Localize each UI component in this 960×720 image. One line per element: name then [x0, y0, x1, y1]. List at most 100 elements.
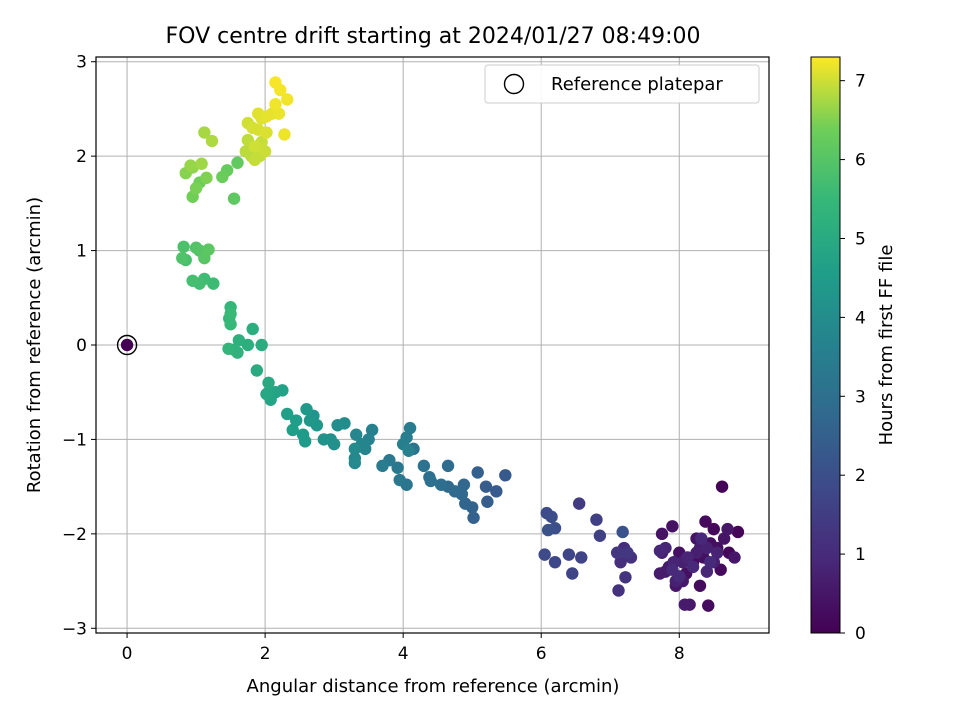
data-point — [700, 541, 714, 555]
legend-label: Reference platepar — [551, 74, 723, 95]
data-point — [441, 459, 455, 473]
data-point — [272, 107, 286, 120]
data-point — [678, 598, 691, 611]
data-point — [702, 599, 715, 612]
data-point — [177, 240, 190, 253]
data-point — [365, 423, 379, 437]
data-point — [715, 480, 729, 493]
data-point — [717, 532, 731, 545]
data-point — [707, 522, 720, 536]
data-point — [231, 156, 244, 169]
data-point — [269, 98, 282, 111]
data-point — [610, 546, 624, 559]
data-point — [176, 251, 189, 265]
data-point — [704, 555, 717, 569]
data-point — [693, 579, 707, 592]
x-axis-ticks: 0 2 4 6 8 — [122, 633, 685, 664]
data-point — [317, 433, 330, 446]
data-point — [479, 480, 493, 493]
reference-layer — [116, 334, 138, 356]
data-point — [545, 510, 558, 524]
colorbar-gradient — [810, 56, 841, 634]
x-tick-label: 0 — [122, 644, 133, 664]
data-point — [424, 474, 437, 488]
data-point — [216, 170, 229, 184]
data-point — [246, 322, 259, 336]
data-point — [653, 544, 667, 558]
data-point — [393, 473, 406, 487]
data-point — [286, 423, 299, 437]
data-point — [541, 523, 555, 537]
data-point — [260, 387, 273, 401]
data-point — [255, 338, 268, 352]
colorbar-tick-label: 2 — [855, 466, 866, 486]
data-point — [289, 414, 303, 427]
data-point — [471, 466, 484, 479]
data-point — [572, 497, 586, 510]
data-point — [562, 548, 576, 561]
data-point — [481, 495, 494, 508]
data-point — [459, 497, 472, 510]
data-point — [575, 551, 588, 564]
colorbar-tick-label: 1 — [855, 545, 866, 565]
data-point — [681, 551, 694, 564]
data-point — [699, 515, 712, 528]
data-point — [695, 532, 708, 545]
data-point — [686, 560, 700, 574]
data-point — [467, 511, 480, 524]
data-point — [548, 555, 562, 569]
data-point — [593, 529, 607, 542]
colorbar-label: Hours from first FF file — [876, 245, 897, 446]
data-point — [232, 334, 246, 347]
data-point — [711, 546, 724, 559]
data-point — [195, 157, 208, 170]
data-point — [566, 567, 579, 580]
y-tick-label: −3 — [62, 619, 87, 639]
data-point — [614, 555, 627, 569]
colorbar-tick-label: 3 — [855, 387, 866, 407]
colorbar: 0 1 2 3 4 5 6 7 Hours from first FF file — [810, 56, 897, 644]
x-tick-label: 8 — [674, 644, 685, 664]
data-point — [198, 126, 211, 139]
data-point — [666, 520, 679, 533]
x-tick-label: 2 — [260, 644, 271, 664]
data-point — [721, 522, 734, 536]
data-point — [376, 459, 389, 473]
legend: Reference platepar — [484, 64, 760, 104]
data-point — [612, 584, 625, 597]
data-point — [260, 126, 273, 139]
data-point — [655, 527, 669, 541]
y-tick-label: −2 — [62, 525, 87, 545]
data-point — [499, 469, 512, 482]
data-point — [186, 274, 199, 287]
data-point — [348, 442, 362, 456]
reference-marker — [116, 334, 138, 356]
colorbar-tick-label: 4 — [855, 308, 866, 328]
data-point — [248, 153, 261, 167]
data-point — [281, 407, 294, 421]
data-point — [590, 513, 603, 526]
data-point — [621, 546, 634, 559]
data-point — [200, 171, 213, 185]
data-point — [258, 145, 272, 158]
colorbar-ticks: 0 1 2 3 4 5 6 7 — [840, 72, 866, 644]
data-point — [700, 565, 714, 578]
data-point — [281, 93, 294, 106]
data-point — [296, 428, 310, 441]
y-tick-label: 3 — [76, 53, 87, 73]
colorbar-tick-label: 5 — [855, 229, 866, 249]
data-point — [224, 307, 237, 321]
data-point — [350, 428, 363, 441]
data-point — [417, 459, 431, 473]
data-point — [189, 182, 203, 195]
y-axis-label: Rotation from reference (arcmin) — [24, 197, 45, 493]
data-point — [227, 192, 241, 205]
data-point — [457, 478, 471, 491]
legend-marker-icon — [503, 73, 525, 95]
y-tick-label: 0 — [76, 336, 87, 356]
y-tick-label: 2 — [76, 147, 87, 167]
y-axis-ticks: −3 −2 −1 0 1 2 3 — [62, 53, 96, 639]
data-point — [728, 551, 741, 564]
x-axis-label: Angular distance from reference (arcmin) — [247, 676, 620, 697]
